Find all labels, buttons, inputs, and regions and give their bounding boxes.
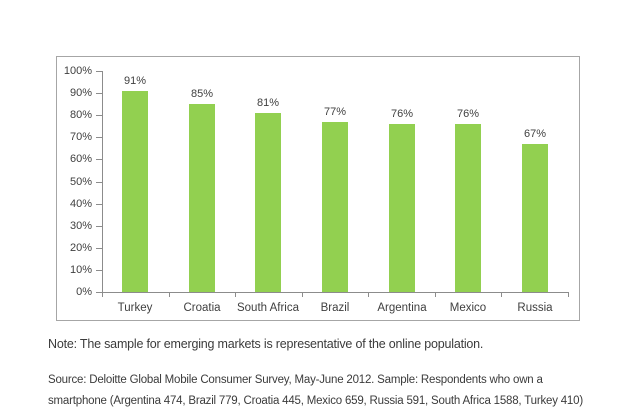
bar [322, 122, 348, 292]
y-axis-label: 60% [69, 153, 92, 165]
category-label: Argentina [377, 302, 427, 314]
note-text: Note: The sample for emerging markets is… [48, 337, 484, 351]
x-axis-tick [501, 292, 502, 297]
bar-value-label: 85% [190, 88, 214, 100]
x-axis-tick [169, 292, 170, 297]
bar [389, 124, 415, 292]
y-axis-label: 30% [69, 220, 92, 232]
bar-value-label: 77% [323, 106, 347, 118]
y-axis-label: 0% [76, 286, 92, 298]
y-axis-tick [96, 93, 102, 94]
y-axis-tick [96, 137, 102, 138]
source-text: Source: Deloitte Global Mobile Consumer … [48, 370, 583, 410]
bar-value-label: 76% [456, 108, 480, 120]
x-axis-tick [435, 292, 436, 297]
y-axis-label: 20% [69, 242, 92, 254]
chart-frame: 100% 90% 80% 70% 60% 50% 40% 30% 20% 10% 0% 91% Turk… [56, 56, 580, 321]
y-axis-label: 90% [69, 87, 92, 99]
category-label: South Africa [236, 302, 299, 314]
y-axis-tick [96, 248, 102, 249]
category-label: Brazil [320, 302, 350, 314]
x-axis-tick [102, 292, 103, 297]
y-axis-tick [96, 71, 102, 72]
y-axis-label: 80% [69, 109, 92, 121]
y-axis-label: 50% [69, 176, 92, 188]
y-axis-tick [96, 292, 102, 293]
bar [455, 124, 481, 292]
category-label: Turkey [117, 302, 153, 314]
x-axis-line [102, 292, 569, 293]
bar [522, 144, 548, 292]
bar-value-label: 76% [390, 108, 414, 120]
y-axis-tick [96, 182, 102, 183]
y-axis-label: 40% [69, 198, 92, 210]
x-axis-tick [235, 292, 236, 297]
y-axis-tick [96, 159, 102, 160]
category-label: Mexico [449, 302, 487, 314]
y-axis-label: 10% [69, 264, 92, 276]
x-axis-tick [368, 292, 369, 297]
x-axis-tick [302, 292, 303, 297]
y-axis-tick [96, 226, 102, 227]
bar [122, 91, 148, 292]
bar [255, 113, 281, 292]
source-line-1: Source: Deloitte Global Mobile Consumer … [48, 374, 543, 386]
y-axis-tick [96, 204, 102, 205]
category-label: Russia [517, 302, 553, 314]
x-axis-tick [568, 292, 569, 297]
bar-value-label: 91% [123, 75, 147, 87]
y-axis-label: 70% [69, 131, 92, 143]
y-axis-line [102, 71, 103, 293]
bar-value-label: 67% [523, 128, 547, 140]
category-label: Croatia [183, 302, 221, 314]
y-axis-tick [96, 115, 102, 116]
bar [189, 104, 215, 292]
bar-value-label: 81% [256, 97, 280, 109]
source-line-2: smartphone (Argentina 474, Brazil 779, C… [48, 395, 583, 407]
y-axis-label: 100% [63, 65, 92, 77]
y-axis-tick [96, 270, 102, 271]
